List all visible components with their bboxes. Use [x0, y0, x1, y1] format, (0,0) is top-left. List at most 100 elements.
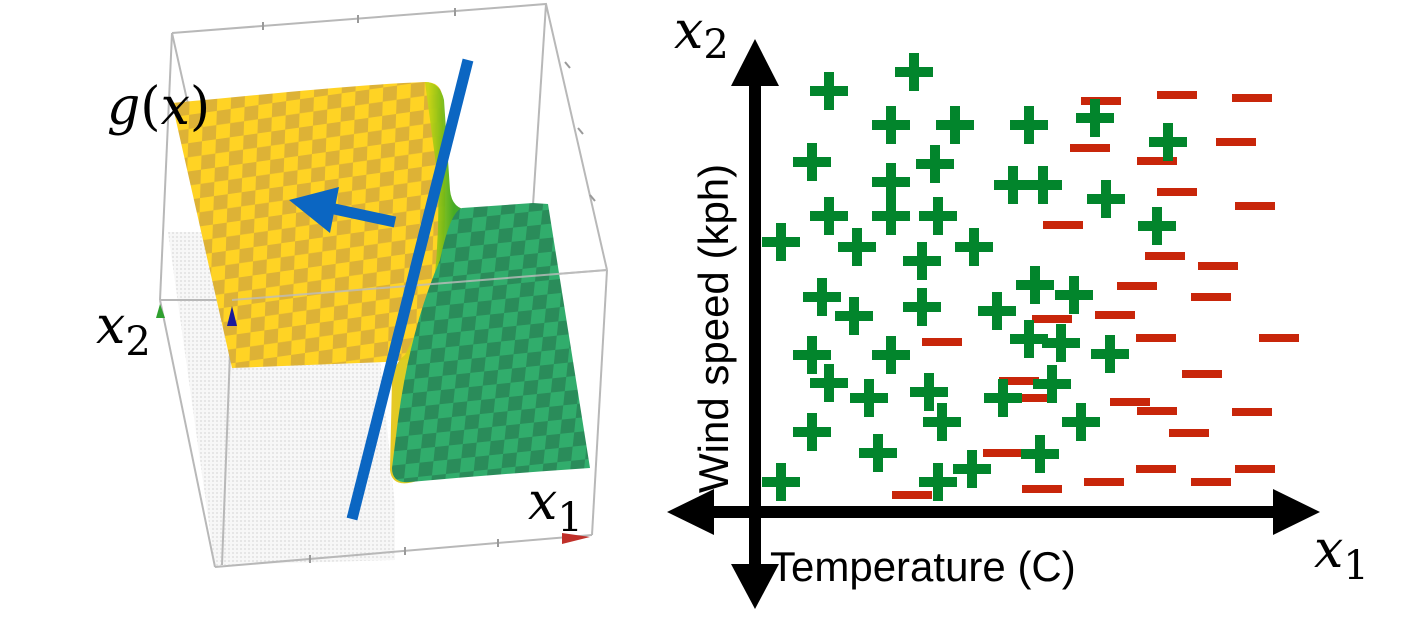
positive-marker-icon: [1091, 335, 1129, 373]
negative-marker-icon: [1182, 370, 1222, 378]
negative-marker-icon: [1095, 311, 1135, 319]
x-axis-left-arrow-icon: [667, 489, 714, 535]
negative-marker-icon: [1016, 394, 1056, 402]
positive-marker-icon: [762, 463, 800, 501]
positive-marker-icon: [1033, 365, 1071, 403]
negative-marker-icon: [1081, 97, 1121, 105]
positive-marker-icon: [1016, 266, 1054, 304]
decision-boundary-line: [346, 58, 474, 521]
negative-marker-icon: [892, 491, 932, 499]
positive-marker-icon: [919, 197, 957, 235]
negative-marker-icon: [1235, 202, 1275, 210]
y-axis-title: Wind speed (kph): [690, 164, 737, 493]
x-axis-right-arrow-icon: [1273, 489, 1320, 535]
negative-marker-icon: [1136, 334, 1176, 342]
positive-marker-icon: [895, 53, 933, 91]
y-axis-down-arrow-icon: [731, 564, 779, 609]
negative-marker-icon: [1145, 252, 1185, 260]
positive-marker-icon: [1042, 324, 1080, 362]
negative-marker-icon: [1259, 334, 1299, 342]
x2-axis-arrow-icon: [156, 304, 165, 318]
negative-marker-icon: [1232, 94, 1272, 102]
positive-marker-icon: [872, 163, 910, 201]
positive-marker-icon: [1010, 320, 1048, 358]
x2-axis-label-3d: x2: [96, 296, 151, 365]
x-axis-title: Temperature (C): [770, 543, 1076, 590]
positive-marker-icon: [1055, 276, 1093, 314]
negative-marker-icon: [1157, 91, 1197, 99]
positive-marker-icon: [1010, 106, 1048, 144]
negative-marker-icon: [1137, 407, 1177, 415]
negative-marker-icon: [999, 377, 1039, 385]
negative-points: [892, 91, 1299, 499]
negative-marker-icon: [1070, 144, 1110, 152]
positive-marker-icon: [1138, 207, 1176, 245]
positive-marker-icon: [803, 278, 841, 316]
positive-marker-icon: [1076, 99, 1114, 137]
positive-marker-icon: [793, 413, 831, 451]
positive-points: [762, 53, 1187, 501]
negative-marker-icon: [1110, 398, 1150, 406]
x-axis-symbol: x1: [1314, 520, 1369, 589]
positive-marker-icon: [923, 403, 961, 441]
surface-plot-3d: g(x) x2 x1: [96, 2, 608, 568]
positive-marker-icon: [955, 228, 993, 266]
negative-marker-icon: [1157, 188, 1197, 196]
x1-axis-arrow-icon: [562, 533, 590, 544]
z-axis-arrow-icon: [227, 306, 237, 326]
positive-marker-icon: [810, 197, 848, 235]
negative-marker-icon: [1032, 315, 1072, 323]
surface-low-plateau: [392, 203, 590, 483]
positive-marker-icon: [859, 434, 897, 472]
y-axis-symbol: x2: [674, 1, 729, 68]
positive-marker-icon: [916, 145, 954, 183]
positive-marker-icon: [953, 450, 991, 488]
positive-marker-icon: [850, 379, 888, 417]
positive-marker-icon: [793, 143, 831, 181]
bounding-box-front-edge: [231, 269, 608, 301]
positive-marker-icon: [762, 223, 800, 261]
positive-marker-icon: [936, 106, 974, 144]
surface-high-plateau: [172, 82, 446, 368]
x1-axis-label-3d: x1: [528, 472, 583, 541]
positive-marker-icon: [903, 288, 941, 326]
positive-marker-icon: [903, 242, 941, 280]
negative-marker-icon: [1136, 465, 1176, 473]
negative-marker-icon: [1022, 485, 1062, 493]
x-axis: [667, 489, 1320, 535]
floor-shadow-under-yellow: [232, 360, 395, 520]
negative-marker-icon: [1232, 408, 1272, 416]
negative-marker-icon: [1169, 429, 1209, 437]
positive-marker-icon: [872, 106, 910, 144]
gradient-arrow-icon: [289, 187, 397, 233]
positive-marker-icon: [793, 336, 831, 374]
positive-marker-icon: [984, 379, 1022, 417]
y-axis: [731, 39, 779, 609]
positive-marker-icon: [810, 72, 848, 110]
positive-marker-icon: [1062, 403, 1100, 441]
positive-marker-icon: [978, 292, 1016, 330]
positive-marker-icon: [910, 373, 948, 411]
negative-marker-icon: [1191, 478, 1231, 486]
positive-marker-icon: [1149, 123, 1187, 161]
negative-marker-icon: [1216, 138, 1256, 146]
positive-marker-icon: [1087, 180, 1125, 218]
positive-marker-icon: [838, 228, 876, 266]
positive-marker-icon: [994, 166, 1032, 204]
y-axis-up-arrow-icon: [731, 39, 779, 86]
function-label: g(x): [107, 77, 210, 137]
positive-marker-icon: [1021, 435, 1059, 473]
positive-marker-icon: [810, 364, 848, 402]
negative-marker-icon: [1198, 262, 1238, 270]
negative-marker-icon: [983, 449, 1023, 457]
negative-marker-icon: [1084, 478, 1124, 486]
negative-marker-icon: [1137, 157, 1177, 165]
positive-marker-icon: [872, 197, 910, 235]
positive-marker-icon: [1024, 166, 1062, 204]
positive-marker-icon: [835, 297, 873, 335]
negative-marker-icon: [1191, 293, 1231, 301]
negative-marker-icon: [1235, 465, 1275, 473]
positive-marker-icon: [872, 336, 910, 374]
negative-marker-icon: [1043, 221, 1083, 229]
